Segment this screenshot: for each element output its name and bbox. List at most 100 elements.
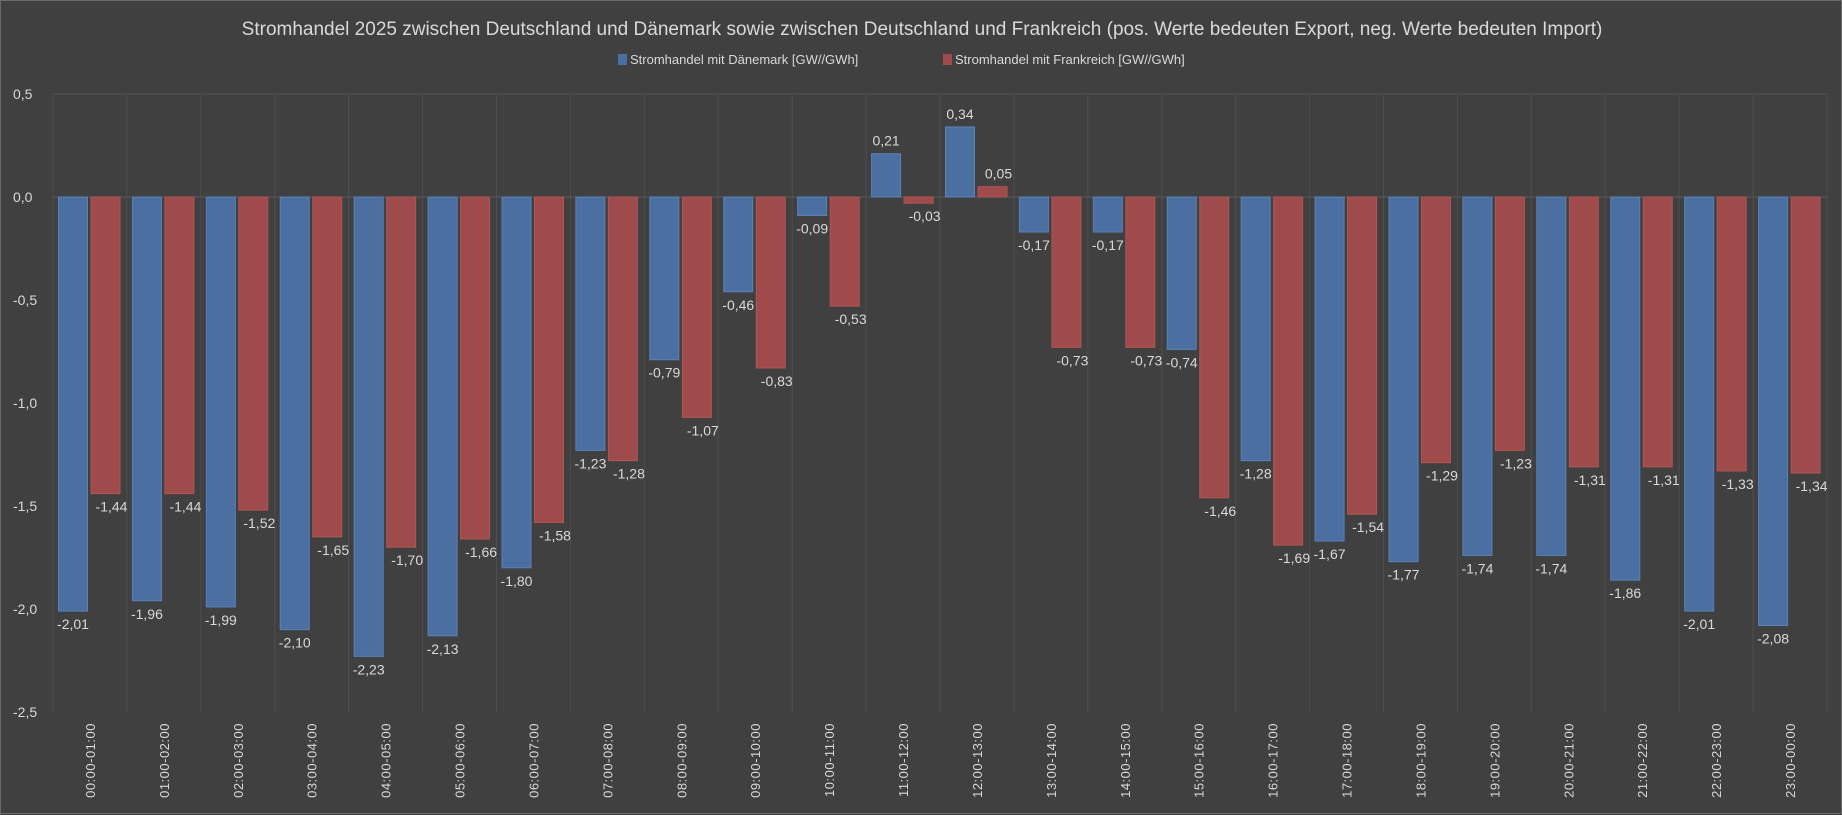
x-tick-label: 16:00-17:00 (1266, 723, 1281, 798)
data-label: -1,33 (1722, 476, 1754, 492)
bar-frankreich (1494, 196, 1525, 451)
x-tick-label: 17:00-18:00 (1340, 723, 1355, 798)
bar-frankreich (164, 196, 195, 495)
bar-daenemark (1536, 196, 1567, 556)
data-label: -2,08 (1757, 630, 1789, 646)
data-label: -0,09 (796, 221, 828, 237)
x-tick-label: 01:00-02:00 (157, 723, 172, 798)
bar-daenemark (427, 196, 458, 637)
x-tick-label: 07:00-08:00 (600, 723, 615, 798)
data-label: -1,44 (96, 499, 128, 515)
x-tick-label: 13:00-14:00 (1044, 723, 1059, 798)
bar-daenemark (797, 196, 828, 217)
bar-daenemark (575, 196, 606, 451)
data-label: -2,13 (427, 641, 459, 657)
bar-frankreich (1421, 196, 1451, 464)
data-label: -2,23 (353, 661, 385, 677)
data-label: -1,96 (131, 606, 163, 622)
bar-frankreich (90, 196, 121, 495)
bar-frankreich (755, 196, 786, 369)
bars (58, 126, 1821, 657)
x-tick-label: 03:00-04:00 (305, 723, 320, 798)
data-label: -1,28 (1240, 466, 1272, 482)
data-label: -1,52 (243, 515, 275, 531)
bar-daenemark (131, 196, 162, 602)
y-tick-label: 0,0 (13, 189, 33, 205)
bar-daenemark (1758, 196, 1789, 626)
bar-daenemark (1684, 196, 1715, 612)
data-label: -1,34 (1796, 478, 1828, 494)
legend-label: Stromhandel mit Dänemark [GW//GWh] (630, 52, 858, 67)
data-label: -0,03 (909, 208, 941, 224)
y-tick-label: -2,5 (13, 704, 37, 720)
x-tick-label: 00:00-01:00 (83, 723, 98, 798)
bar-frankreich (1716, 196, 1747, 472)
bar-daenemark (1240, 196, 1271, 462)
x-tick-label: 09:00-10:00 (748, 723, 763, 798)
x-tick-label: 18:00-19:00 (1413, 723, 1428, 798)
data-label: 0,34 (946, 106, 973, 122)
bar-frankreich (1051, 196, 1082, 348)
data-label: -1,65 (317, 542, 349, 558)
bar-daenemark (501, 196, 532, 569)
legend-swatch (618, 54, 627, 65)
data-label: -1,80 (501, 573, 533, 589)
bar-frankreich (386, 196, 417, 548)
bar-daenemark (205, 196, 236, 608)
legend-swatch (943, 54, 952, 65)
data-label: -0,79 (648, 365, 680, 381)
data-label: -1,69 (1278, 550, 1310, 566)
bar-frankreich (1568, 196, 1599, 468)
y-tick-label: -2,0 (13, 601, 37, 617)
bar-frankreich (977, 186, 1008, 198)
data-label: 0,21 (872, 133, 899, 149)
bar-frankreich (1125, 196, 1156, 348)
data-label: -0,17 (1018, 237, 1050, 253)
data-label: -0,73 (1056, 352, 1088, 368)
data-label: -1,99 (205, 612, 237, 628)
data-label: -2,01 (1683, 616, 1715, 632)
x-tick-label: 10:00-11:00 (822, 723, 837, 797)
bar-daenemark (1092, 196, 1123, 233)
x-tick-label: 05:00-06:00 (453, 723, 468, 798)
x-tick-label: 23:00-00:00 (1783, 723, 1798, 798)
x-tick-label: 15:00-16:00 (1192, 723, 1207, 798)
data-label: -1,23 (574, 455, 606, 471)
bar-frankreich (534, 196, 564, 523)
y-axis: 0,5 0,0 -0,5 -1,0 -1,5 -2,0 -2,5 (13, 86, 37, 720)
y-tick-label: -1,5 (13, 498, 37, 514)
bar-daenemark (871, 153, 902, 198)
bar-daenemark (649, 196, 680, 361)
x-tick-label: 04:00-05:00 (379, 723, 394, 798)
y-tick-label: 0,5 (13, 86, 33, 102)
data-label: -1,31 (1574, 472, 1606, 488)
bar-daenemark (945, 126, 975, 198)
data-label: -1,67 (1314, 546, 1346, 562)
chart-title: Stromhandel 2025 zwischen Deutschland un… (242, 19, 1603, 40)
data-label: -1,70 (391, 552, 423, 568)
data-label: -1,46 (1204, 503, 1236, 519)
data-label: -1,28 (613, 466, 645, 482)
data-label: -0,53 (835, 311, 867, 327)
bar-daenemark (723, 196, 754, 293)
bar-daenemark (1610, 196, 1641, 581)
y-tick-label: -0,5 (13, 292, 37, 308)
bar-daenemark (279, 196, 310, 631)
gridlines (52, 93, 1828, 712)
x-tick-label: 22:00-23:00 (1709, 723, 1724, 798)
data-label: -1,44 (169, 499, 201, 515)
bar-daenemark (1314, 196, 1345, 542)
x-axis: 00:00-01:00 01:00-02:00 02:00-03:00 03:00-0… (83, 723, 1798, 798)
x-tick-label: 20:00-21:00 (1561, 723, 1576, 798)
data-label: -0,17 (1092, 237, 1124, 253)
bar-frankreich (460, 196, 491, 540)
bar-daenemark (353, 196, 384, 657)
bar-frankreich (238, 196, 269, 511)
data-label: -1,77 (1388, 567, 1420, 583)
bar-frankreich (681, 196, 712, 418)
data-label: -1,29 (1426, 468, 1458, 484)
bar-frankreich (1273, 196, 1304, 546)
x-tick-label: 08:00-09:00 (674, 723, 689, 798)
data-label: -1,58 (539, 527, 571, 543)
